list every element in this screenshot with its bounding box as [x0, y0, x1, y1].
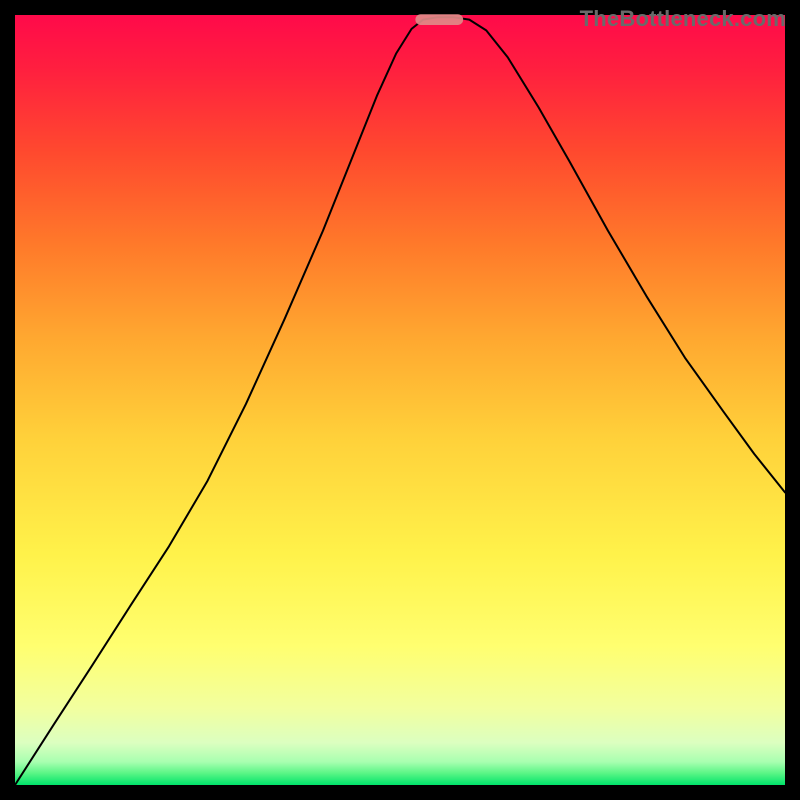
chart-container: TheBottleneck.com: [0, 0, 800, 800]
bottleneck-marker: [415, 14, 463, 25]
plot-area: [15, 15, 785, 785]
watermark-text: TheBottleneck.com: [580, 6, 786, 32]
chart-svg: [0, 0, 800, 800]
